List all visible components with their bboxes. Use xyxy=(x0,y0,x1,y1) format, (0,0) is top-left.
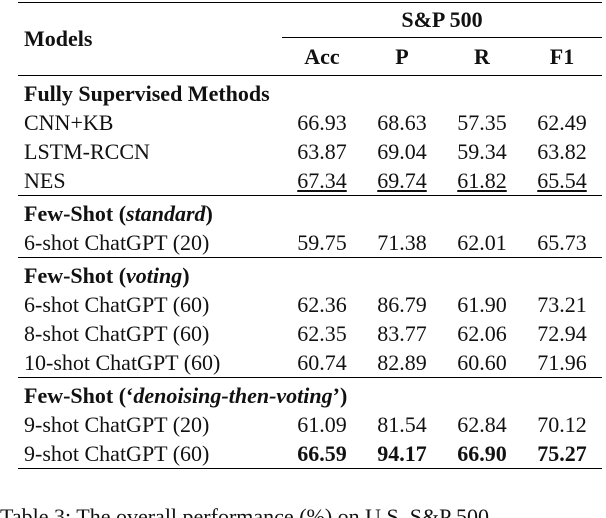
models-header: Models xyxy=(24,26,93,51)
metric-value: 59.75 xyxy=(297,229,347,255)
metric-value: 62.01 xyxy=(457,229,507,255)
data-row: 9-shot ChatGPT (60) 66.59 94.17 66.90 75.27 xyxy=(18,439,602,469)
results-table: Models S&P 500 Acc P R F1 Fully Supervised … xyxy=(18,2,602,469)
metric-value: 71.38 xyxy=(377,229,427,255)
section-title: Few-Shot (voting) xyxy=(18,257,602,290)
metric-value: 57.35 xyxy=(457,109,507,135)
column-header-row: Acc P R F1 xyxy=(18,37,602,76)
section-title: Few-Shot (standard) xyxy=(18,195,602,228)
metric-value: 65.73 xyxy=(537,229,587,255)
metric-value: 61.09 xyxy=(297,411,347,437)
metric-value: 67.34 xyxy=(297,167,347,193)
section-title-part: Few-Shot ( xyxy=(24,262,127,288)
metric-value: 61.90 xyxy=(457,291,507,317)
metric-value: 62.49 xyxy=(537,109,587,135)
metric-value: 75.27 xyxy=(522,439,602,469)
dataset-header: S&P 500 xyxy=(401,7,483,33)
model-name: LSTM-RCCN xyxy=(24,138,150,164)
metric-value: 86.79 xyxy=(377,291,427,317)
section-title-row: Few-Shot (voting) xyxy=(18,257,602,290)
model-name: 6-shot ChatGPT (60) xyxy=(24,291,210,317)
metric-value: 65.54 xyxy=(537,167,587,193)
data-row: CNN+KB 66.93 68.63 57.35 62.49 xyxy=(18,108,602,137)
metric-value: 66.93 xyxy=(297,109,347,135)
metric-value: 69.74 xyxy=(377,167,427,193)
metric-value: 94.17 xyxy=(362,439,442,469)
data-row: 10-shot ChatGPT (60) 60.74 82.89 60.60 71.96 xyxy=(18,348,602,378)
metric-value: 61.82 xyxy=(457,167,507,193)
data-row: 6-shot ChatGPT (60) 62.36 86.79 61.90 73.21 xyxy=(18,290,602,319)
section-title-part: denoising-then-voting xyxy=(133,382,333,408)
metric-value: 83.77 xyxy=(377,320,427,346)
metric-value: 82.89 xyxy=(377,349,427,375)
caption: Table 3: The overall performance (%) on … xyxy=(0,504,490,518)
section-title-part: ’) xyxy=(332,382,348,408)
data-row: NES 67.34 69.74 61.82 65.54 xyxy=(18,166,602,196)
table-body: Fully Supervised Methods CNN+KB 66.93 68.63… xyxy=(18,75,602,469)
data-row: LSTM-RCCN 63.87 69.04 59.34 63.82 xyxy=(18,137,602,166)
section-title-row: Few-Shot (‘denoising-then-voting’) xyxy=(18,377,602,410)
column-header: Acc xyxy=(282,37,362,76)
metric-value: 63.82 xyxy=(537,138,587,164)
metric-value: 62.36 xyxy=(297,291,347,317)
section-title-part: Fully Supervised Methods xyxy=(24,80,270,106)
model-name: 6-shot ChatGPT (20) xyxy=(24,229,210,255)
section-title-part: Few-Shot (‘ xyxy=(24,382,134,408)
metric-value: 70.12 xyxy=(537,411,587,437)
metric-value: 68.63 xyxy=(377,109,427,135)
metric-value: 66.90 xyxy=(442,439,522,469)
section-title-part: ) xyxy=(182,262,190,288)
metric-value: 69.04 xyxy=(377,138,427,164)
section-title-row: Few-Shot (standard) xyxy=(18,195,602,228)
header-row: Models S&P 500 xyxy=(18,2,602,51)
section-title-part: Few-Shot ( xyxy=(24,200,127,226)
model-name: 10-shot ChatGPT (60) xyxy=(24,349,221,375)
section-title-part: standard xyxy=(126,200,206,226)
section-title: Few-Shot (‘denoising-then-voting’) xyxy=(18,377,602,410)
data-row: 6-shot ChatGPT (20) 59.75 71.38 62.01 65.73 xyxy=(18,228,602,258)
metric-value: 60.74 xyxy=(297,349,347,375)
metric-value: 81.54 xyxy=(377,411,427,437)
model-name: 9-shot ChatGPT (60) xyxy=(18,439,282,469)
model-name: CNN+KB xyxy=(24,109,114,135)
model-name: NES xyxy=(24,167,66,193)
model-name: 9-shot ChatGPT (20) xyxy=(24,411,210,437)
metric-value: 62.84 xyxy=(457,411,507,437)
section-title-row: Fully Supervised Methods xyxy=(18,75,602,108)
column-header: P xyxy=(362,37,442,76)
column-header: F1 xyxy=(522,37,602,76)
metric-value: 62.06 xyxy=(457,320,507,346)
section-title-part: voting xyxy=(126,262,183,288)
model-name: 8-shot ChatGPT (60) xyxy=(24,320,210,346)
metric-value: 72.94 xyxy=(537,320,587,346)
metric-value: 71.96 xyxy=(537,349,587,375)
metric-value: 62.35 xyxy=(297,320,347,346)
metric-value: 59.34 xyxy=(457,138,507,164)
data-row: 8-shot ChatGPT (60) 62.35 83.77 62.06 72.94 xyxy=(18,319,602,348)
metric-value: 66.59 xyxy=(282,439,362,469)
section-title: Fully Supervised Methods xyxy=(18,75,602,108)
section-title-part: ) xyxy=(205,200,213,226)
metric-value: 63.87 xyxy=(297,138,347,164)
data-row: 9-shot ChatGPT (20) 61.09 81.54 62.84 70.12 xyxy=(18,410,602,439)
metric-value: 60.60 xyxy=(457,349,507,375)
column-header: R xyxy=(442,37,522,76)
metric-value: 73.21 xyxy=(537,291,587,317)
